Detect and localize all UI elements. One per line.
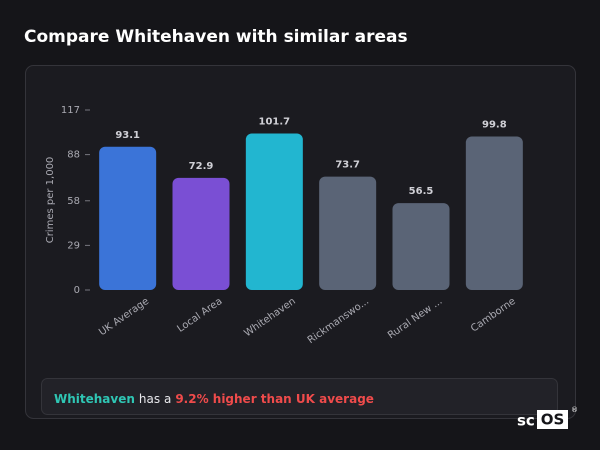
y-axis-label: Crimes per 1,000 bbox=[45, 157, 56, 244]
summary-text: has a bbox=[139, 392, 171, 406]
bar bbox=[392, 203, 450, 290]
bar bbox=[99, 146, 157, 290]
value-label: 73.7 bbox=[335, 160, 360, 171]
bar bbox=[465, 136, 523, 290]
logo-prefix: sc bbox=[517, 412, 535, 430]
y-tick-label: 88 bbox=[67, 150, 80, 161]
logo-mark: ® bbox=[571, 406, 578, 414]
chart-title: Compare Whitehaven with similar areas bbox=[24, 27, 408, 47]
value-label: 72.9 bbox=[189, 161, 214, 172]
summary-area: Whitehaven bbox=[54, 392, 135, 406]
logo-box bbox=[537, 410, 568, 429]
summary: Whitehaven has a 9.2% higher than UK avera… bbox=[54, 392, 374, 406]
value-label: 101.7 bbox=[259, 117, 291, 128]
bar bbox=[245, 133, 303, 290]
summary-box bbox=[41, 378, 558, 415]
bar bbox=[319, 176, 377, 290]
value-label: 99.8 bbox=[482, 119, 507, 130]
y-tick-label: 29 bbox=[67, 240, 80, 251]
bar bbox=[172, 177, 230, 290]
summary-comparison: 9.2% higher than UK average bbox=[175, 392, 374, 406]
value-label: 56.5 bbox=[409, 186, 434, 197]
y-tick-label: 58 bbox=[67, 196, 80, 207]
logo-box-text: OS bbox=[541, 411, 565, 429]
y-tick-label: 117 bbox=[61, 105, 80, 116]
y-tick-label: 0 bbox=[74, 285, 80, 296]
value-label: 93.1 bbox=[115, 130, 140, 141]
